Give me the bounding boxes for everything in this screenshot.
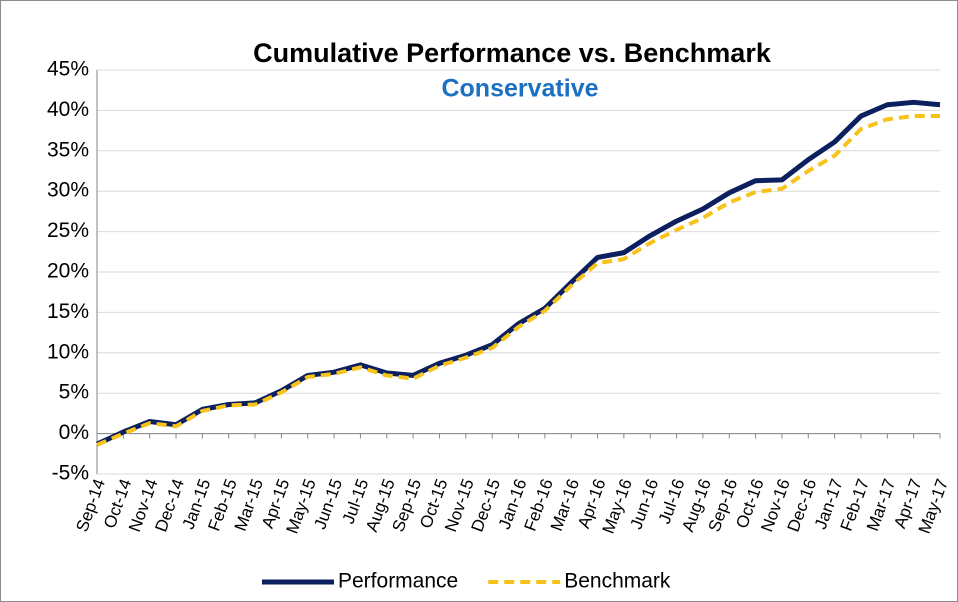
chart-subtitle: Conservative [441, 75, 598, 103]
y-tick-label: 5% [59, 381, 89, 404]
y-tick-label: 10% [47, 340, 89, 363]
y-tick-label: 15% [47, 300, 89, 323]
legend-label: Performance [338, 570, 458, 593]
y-tick-label: 25% [47, 219, 89, 242]
y-tick-label: 20% [47, 260, 89, 283]
y-tick-label: 35% [47, 138, 89, 161]
y-tick-label: 40% [47, 98, 89, 121]
legend-label: Benchmark [564, 570, 671, 593]
y-tick-label: 30% [47, 179, 89, 202]
y-tick-label: 45% [47, 58, 89, 81]
y-tick-label: 0% [59, 421, 89, 444]
y-tick-label: -5% [52, 462, 89, 485]
chart-title: Cumulative Performance vs. Benchmark [253, 38, 772, 68]
series-line [96, 114, 940, 447]
